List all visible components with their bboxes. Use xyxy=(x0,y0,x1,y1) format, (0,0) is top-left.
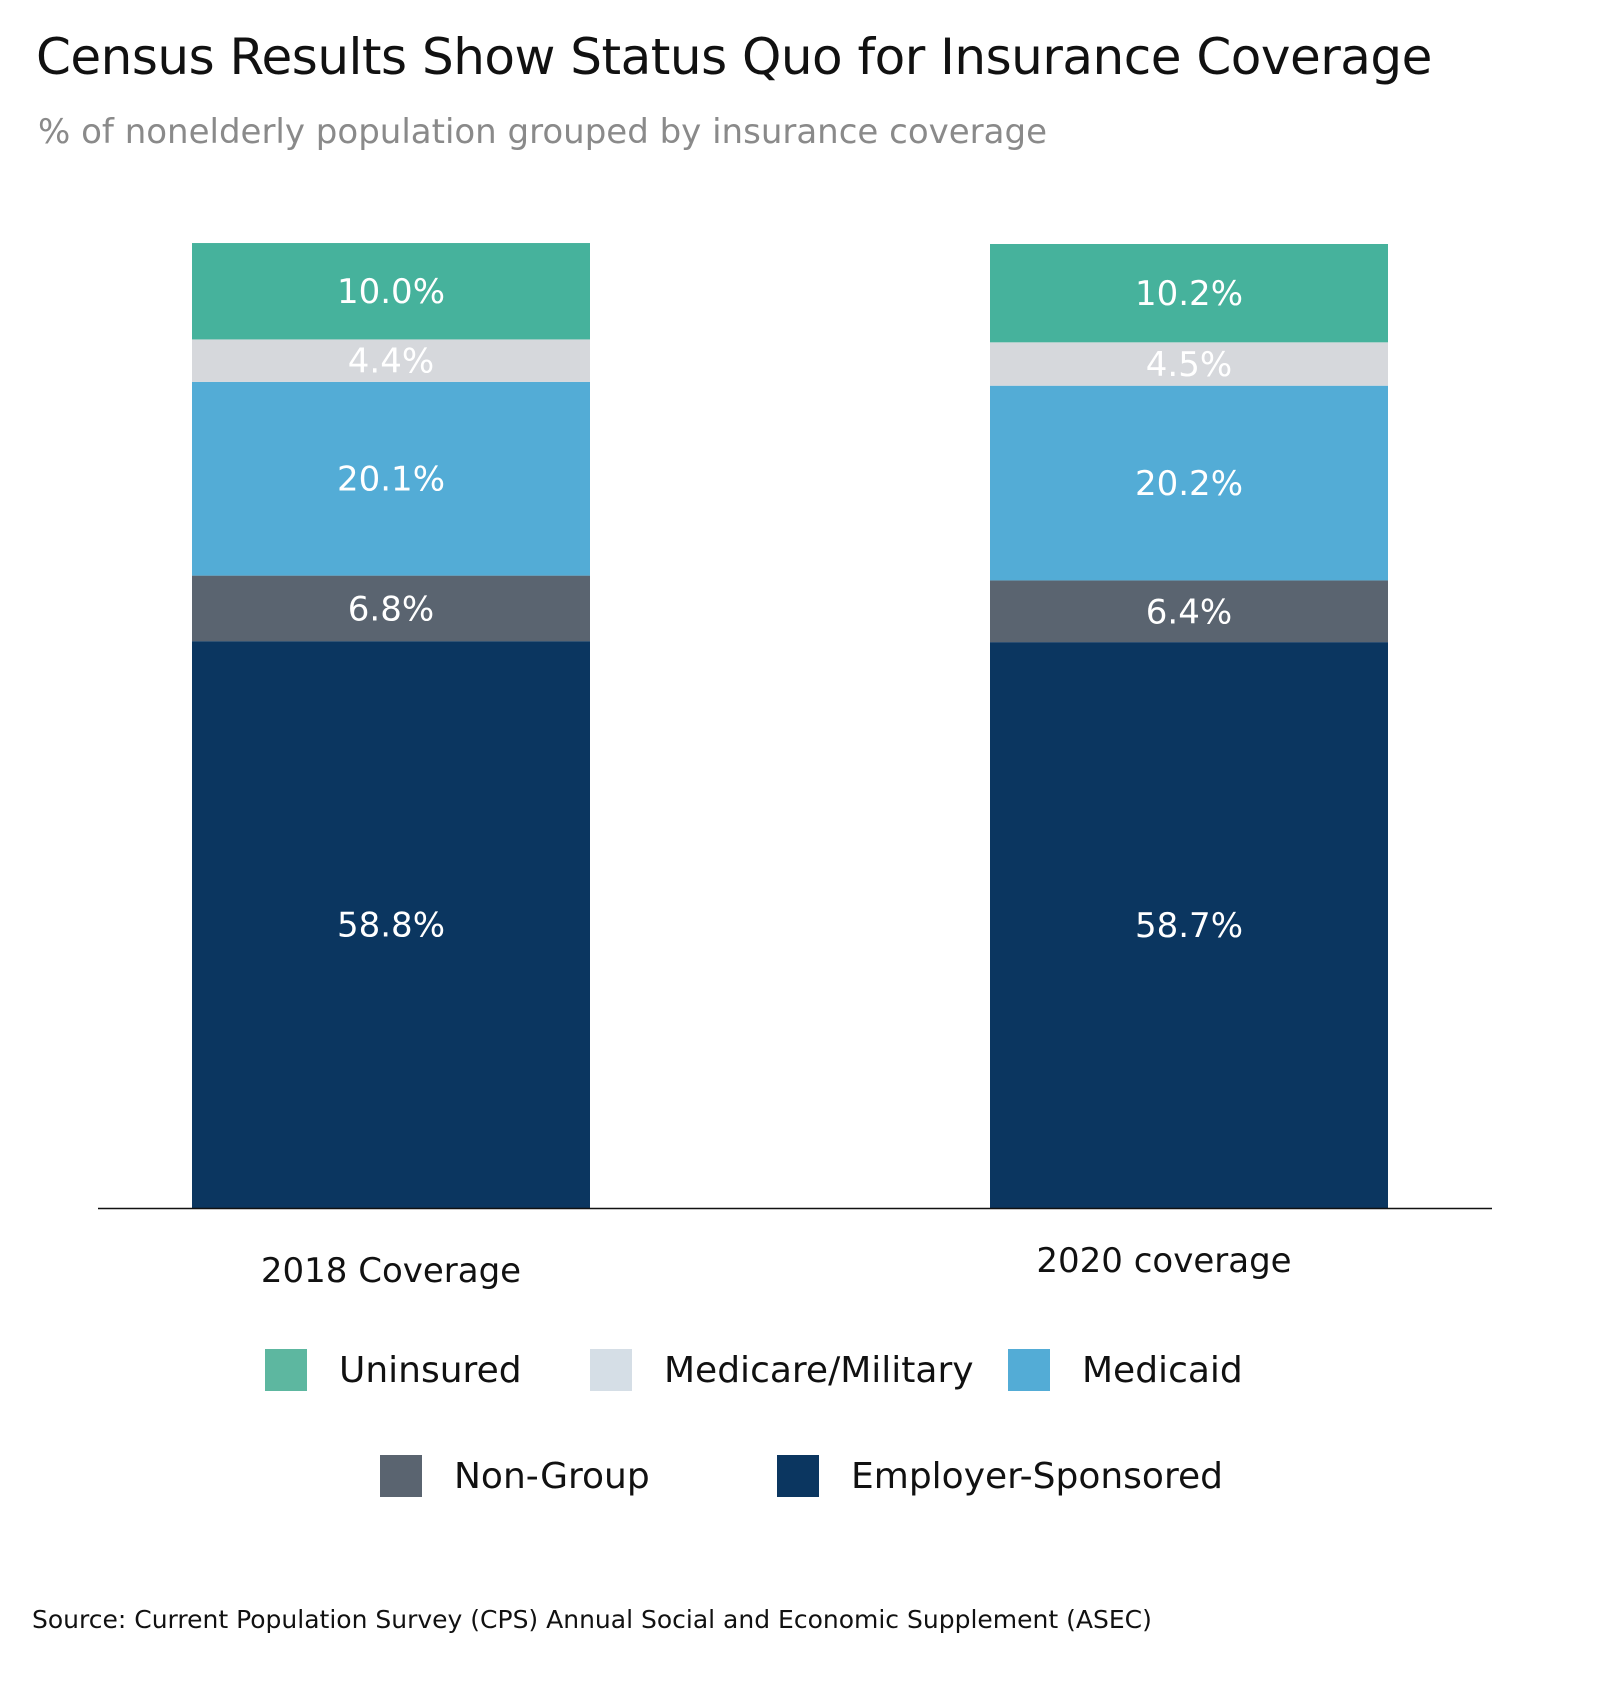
bar-segment-medicaid-1 xyxy=(192,381,590,576)
category-label-1: 2018 Coverage xyxy=(261,1251,521,1291)
legend-swatch-medicare-military xyxy=(590,1349,632,1391)
legend-label-employer-sponsored: Employer-Sponsored xyxy=(851,1455,1223,1497)
legend-row-2: Non-Group Employer-Sponsored xyxy=(0,1446,1600,1506)
bar-segment-medicare-military-1 xyxy=(192,339,590,382)
chart-subtitle: % of nonelderly population grouped by in… xyxy=(38,112,1047,152)
data-label-medicaid-2: 20.2% xyxy=(1135,464,1243,504)
legend-swatch-medicaid xyxy=(1008,1349,1050,1391)
data-label-non-group-2: 6.4% xyxy=(1146,592,1232,632)
legend-row-1: Uninsured Medicare/Military Medicaid xyxy=(0,1340,1600,1400)
legend-swatch-employer-sponsored xyxy=(777,1455,819,1497)
legend-label-medicaid: Medicaid xyxy=(1082,1349,1243,1391)
bar-segment-uninsured-2 xyxy=(990,244,1388,343)
data-label-uninsured-2: 10.2% xyxy=(1135,274,1243,314)
bar-segment-non-group-2 xyxy=(990,580,1388,643)
legend-item-medicaid: Medicaid xyxy=(1008,1340,1243,1400)
data-label-medicaid-1: 20.1% xyxy=(337,460,445,500)
legend-item-non-group: Non-Group xyxy=(380,1446,650,1506)
legend-item-uninsured: Uninsured xyxy=(265,1340,522,1400)
data-label-employer-sponsored-1: 58.8% xyxy=(337,906,445,946)
data-label-medicare-military-1: 4.4% xyxy=(348,342,434,382)
legend-item-employer-sponsored: Employer-Sponsored xyxy=(777,1446,1223,1506)
data-label-uninsured-1: 10.0% xyxy=(337,272,445,312)
chart-title: Census Results Show Status Quo for Insur… xyxy=(36,28,1432,86)
source-note: Source: Current Population Survey (CPS) … xyxy=(32,1605,1152,1634)
stacked-bar-chart: 58.8% 6.8% 20.1% 4.4% 10.0% 2018 Coverage 58.7… xyxy=(98,243,1492,1291)
legend-label-non-group: Non-Group xyxy=(454,1455,650,1497)
data-label-medicare-military-2: 4.5% xyxy=(1146,345,1232,385)
bar-segment-employer-sponsored-1 xyxy=(192,641,590,1208)
legend-label-medicare-military: Medicare/Military xyxy=(664,1349,974,1391)
bar-segment-non-group-1 xyxy=(192,575,590,642)
legend-swatch-uninsured xyxy=(265,1349,307,1391)
legend-item-medicare-military: Medicare/Military xyxy=(590,1340,974,1400)
bar-segment-medicaid-2 xyxy=(990,385,1388,581)
data-label-non-group-1: 6.8% xyxy=(348,589,434,629)
legend-label-uninsured: Uninsured xyxy=(339,1349,522,1391)
bar-segment-uninsured-1 xyxy=(192,243,590,340)
category-label-2: 2020 coverage xyxy=(1036,1241,1291,1281)
bar-segment-employer-sponsored-2 xyxy=(990,642,1388,1208)
bar-segment-medicare-military-2 xyxy=(990,342,1388,386)
legend-swatch-non-group xyxy=(380,1455,422,1497)
data-label-employer-sponsored-2: 58.7% xyxy=(1135,906,1243,946)
